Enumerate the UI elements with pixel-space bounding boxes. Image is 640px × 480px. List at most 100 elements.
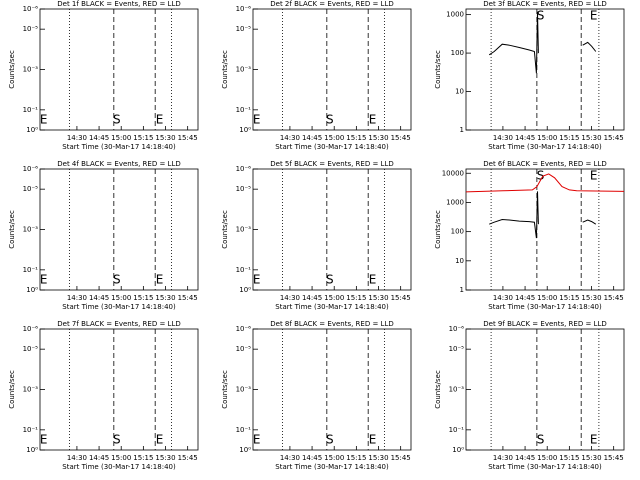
y-tick-label: 10⁰ <box>239 126 251 134</box>
y-tick-label: 10⁰ <box>26 126 38 134</box>
y-tick-label: 10⁻¹ <box>236 106 252 114</box>
event-label: E <box>590 433 598 447</box>
x-tick-label: 15:30 <box>155 134 175 142</box>
panel: Det 9f BLACK = Events, RED = LLD Counts/s… <box>434 320 625 471</box>
event-label: E <box>369 273 377 287</box>
x-tick-label: 15:45 <box>604 134 624 142</box>
event-label: E <box>156 113 164 127</box>
panel: Det 7f BLACK = Events, RED = LLD Counts/s… <box>8 320 199 471</box>
y-axis-label: Counts/sec <box>221 50 229 89</box>
y-tick-label: 10⁻⁶ <box>236 5 252 13</box>
event-label: S <box>326 113 334 127</box>
y-tick-label: 100 <box>451 49 464 57</box>
x-tick-label: 15:45 <box>178 454 198 462</box>
x-tick-label: 15:45 <box>391 134 411 142</box>
event-label: S <box>326 433 334 447</box>
y-tick-label: 10⁻⁵ <box>23 345 39 353</box>
panel-title: Det 9f BLACK = Events, RED = LLD <box>483 320 606 328</box>
panel-title: Det 5f BLACK = Events, RED = LLD <box>270 160 393 168</box>
x-tick-label: 15:00 <box>111 454 131 462</box>
x-tick-label: 15:00 <box>537 294 557 302</box>
x-tick-label: 15:30 <box>581 134 601 142</box>
x-tick-label: 14:30 <box>67 454 87 462</box>
y-tick-label: 10⁻¹ <box>23 266 39 274</box>
x-tick-label: 14:45 <box>515 454 535 462</box>
x-tick-label: 15:15 <box>559 134 579 142</box>
x-tick-label: 15:15 <box>133 134 153 142</box>
event-label: E <box>369 433 377 447</box>
x-tick-label: 15:00 <box>111 134 131 142</box>
panel-title: Det 2f BLACK = Events, RED = LLD <box>270 0 393 8</box>
x-tick-label: 15:00 <box>324 454 344 462</box>
x-tick-label: 15:30 <box>368 294 388 302</box>
series-line <box>488 11 597 74</box>
x-tick-label: 14:30 <box>493 294 513 302</box>
y-axis-label: Counts/sec <box>8 370 16 409</box>
event-label: E <box>369 113 377 127</box>
y-tick-label: 10⁻³ <box>236 386 252 394</box>
x-tick-label: 14:45 <box>89 454 109 462</box>
x-tick-label: 14:45 <box>515 134 535 142</box>
y-axis-label: Counts/sec <box>221 210 229 249</box>
x-tick-label: 14:45 <box>302 454 322 462</box>
plot-frame <box>465 8 625 131</box>
y-tick-label: 100 <box>451 228 464 236</box>
panel: Det 1f BLACK = Events, RED = LLD Counts/s… <box>8 0 199 151</box>
x-tick-label: 15:30 <box>368 134 388 142</box>
event-label: E <box>253 113 261 127</box>
y-tick-label: 10⁻¹ <box>236 426 252 434</box>
y-tick-label: 10⁻⁵ <box>236 345 252 353</box>
x-tick-label: 15:30 <box>581 294 601 302</box>
x-tick-label: 15:45 <box>178 134 198 142</box>
panel: Det 6f BLACK = Events, RED = LLD Counts/s… <box>434 160 625 311</box>
event-label: E <box>253 273 261 287</box>
event-label: E <box>40 433 48 447</box>
y-tick-label: 10⁰ <box>239 286 251 294</box>
panel-title: Det 6f BLACK = Events, RED = LLD <box>483 160 606 168</box>
y-tick-label: 10⁻³ <box>23 226 39 234</box>
panel-title: Det 7f BLACK = Events, RED = LLD <box>57 320 180 328</box>
y-tick-label: 10⁰ <box>26 446 38 454</box>
y-tick-label: 10⁻⁶ <box>236 165 252 173</box>
x-tick-label: 14:45 <box>302 134 322 142</box>
panel: Det 5f BLACK = Events, RED = LLD Counts/s… <box>221 160 412 311</box>
x-tick-label: 15:15 <box>559 294 579 302</box>
y-tick-label: 1 <box>460 126 464 134</box>
x-tick-label: 15:30 <box>155 294 175 302</box>
x-tick-label: 15:15 <box>346 454 366 462</box>
x-tick-label: 15:45 <box>604 454 624 462</box>
x-tick-label: 14:45 <box>302 294 322 302</box>
x-tick-label: 15:15 <box>559 454 579 462</box>
y-axis-label: Counts/sec <box>8 50 16 89</box>
x-tick-label: 15:00 <box>537 134 557 142</box>
event-label: S <box>537 433 545 447</box>
x-tick-label: 15:00 <box>537 454 557 462</box>
y-tick-label: 10⁻³ <box>449 386 465 394</box>
y-tick-label: 10⁻⁶ <box>23 325 39 333</box>
y-tick-label: 10⁻⁶ <box>236 325 252 333</box>
y-tick-label: 10⁻¹ <box>23 426 39 434</box>
y-tick-label: 10⁻⁵ <box>23 185 39 193</box>
panel: Det 2f BLACK = Events, RED = LLD Counts/s… <box>221 0 412 151</box>
x-axis-label: Start Time (30-Mar-17 14:18:40) <box>62 143 176 151</box>
x-tick-label: 15:15 <box>346 134 366 142</box>
y-tick-label: 10 <box>455 88 464 96</box>
panel: Det 3f BLACK = Events, RED = LLD Counts/s… <box>434 0 625 151</box>
x-tick-label: 15:45 <box>604 294 624 302</box>
x-tick-label: 14:30 <box>493 134 513 142</box>
y-tick-label: 10 <box>455 257 464 265</box>
y-tick-label: 10⁻⁵ <box>23 25 39 33</box>
x-tick-label: 14:30 <box>280 294 300 302</box>
y-tick-label: 10⁻³ <box>236 66 252 74</box>
y-tick-label: 10⁻⁶ <box>23 5 39 13</box>
event-label: S <box>113 433 121 447</box>
y-axis-label: Counts/sec <box>434 210 442 249</box>
x-axis-label: Start Time (30-Mar-17 14:18:40) <box>275 463 389 471</box>
y-tick-label: 10⁻⁶ <box>23 165 39 173</box>
y-tick-label: 1 <box>460 286 464 294</box>
y-tick-label: 10⁻¹ <box>236 266 252 274</box>
y-axis-label: Counts/sec <box>434 50 442 89</box>
y-tick-label: 10⁻⁶ <box>449 325 465 333</box>
event-label: S <box>326 273 334 287</box>
